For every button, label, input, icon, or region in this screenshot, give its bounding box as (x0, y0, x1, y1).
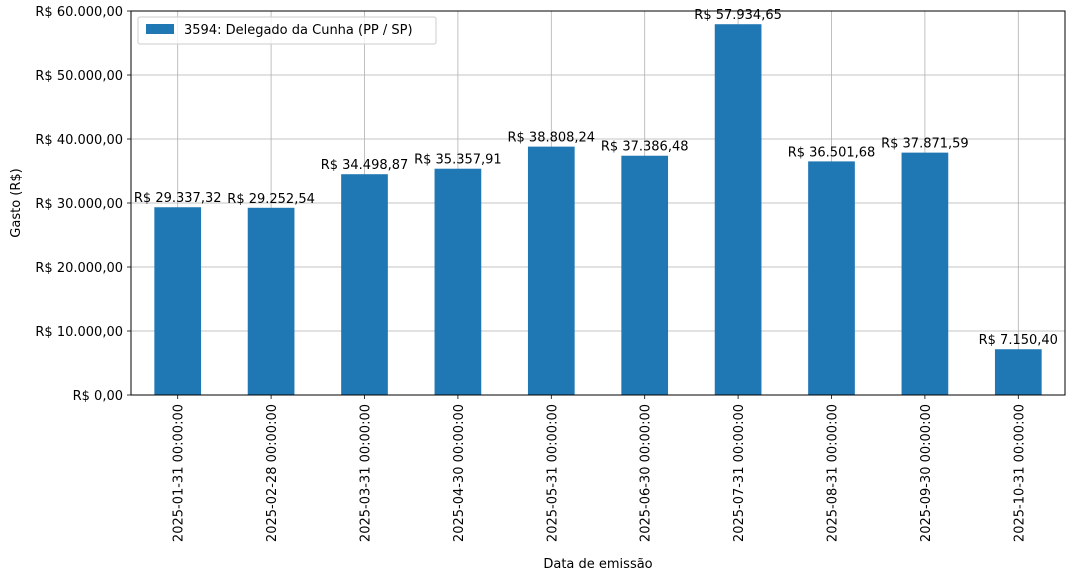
bar-value-label: R$ 37.871,59 (881, 137, 969, 152)
y-axis-label: Gasto (R$) (9, 168, 24, 237)
bar (714, 24, 762, 396)
legend-box (137, 16, 437, 45)
bar (154, 207, 202, 395)
x-tick-label: 2025-04-30 00:00:00 (452, 404, 467, 542)
y-axis-ticks: R$ 0,00 R$ 10.000,00 R$ 20.000,00 R$ 30.000… (35, 5, 131, 404)
bar (901, 152, 949, 395)
x-tick-label: 2025-02-28 00:00:00 (265, 404, 280, 542)
bars (154, 24, 1042, 396)
y-tick-label: R$ 30.000,00 (35, 197, 123, 212)
x-tick-label: 2025-06-30 00:00:00 (639, 404, 654, 542)
bar-value-label: R$ 38.808,24 (507, 131, 595, 146)
bar (434, 168, 482, 395)
y-tick-label: R$ 50.000,00 (35, 69, 123, 84)
x-tick-label: 2025-10-31 00:00:00 (1012, 404, 1027, 542)
bar-value-label: R$ 36.501,68 (788, 145, 876, 160)
y-tick-label: R$ 60.000,00 (35, 5, 123, 20)
x-axis-ticks: 2025-01-31 00:00:00 2025-02-28 00:00:00 20… (172, 395, 1027, 542)
x-tick-label: 2025-07-31 00:00:00 (732, 404, 747, 542)
y-tick-label: R$ 0,00 (73, 389, 123, 404)
x-tick-label: 2025-01-31 00:00:00 (172, 404, 187, 542)
x-axis-label: Data de emissão (543, 557, 652, 572)
legend: 3594: Delegado da Cunha (PP / SP) (137, 16, 437, 45)
bar-value-label: R$ 29.252,54 (227, 192, 315, 207)
bar-value-label: R$ 57.934,65 (694, 8, 782, 23)
x-tick-label: 2025-05-31 00:00:00 (545, 404, 560, 542)
bar (527, 146, 575, 395)
x-tick-label: 2025-09-30 00:00:00 (919, 404, 934, 542)
y-tick-label: R$ 20.000,00 (35, 261, 123, 276)
bar (341, 174, 388, 395)
x-tick-label: 2025-08-31 00:00:00 (826, 404, 841, 542)
bar (994, 349, 1042, 395)
bar (808, 161, 855, 395)
y-tick-label: R$ 40.000,00 (35, 133, 123, 148)
bar-value-label: R$ 37.386,48 (601, 140, 689, 155)
bar-value-label: R$ 34.498,87 (321, 158, 409, 173)
bar (247, 207, 295, 395)
bar-value-label: R$ 29.337,32 (134, 191, 222, 206)
bar-value-label: R$ 7.150,40 (979, 333, 1058, 348)
legend-swatch (146, 24, 174, 34)
bar (621, 155, 669, 395)
legend-label: 3594: Delegado da Cunha (PP / SP) (184, 23, 413, 38)
x-tick-label: 2025-03-31 00:00:00 (359, 404, 374, 542)
data-labels: R$ 29.337,32 R$ 29.252,54 R$ 34.498,87 R$ 3… (134, 8, 1058, 348)
bar-value-label: R$ 35.357,91 (414, 153, 502, 168)
y-tick-label: R$ 10.000,00 (35, 325, 123, 340)
